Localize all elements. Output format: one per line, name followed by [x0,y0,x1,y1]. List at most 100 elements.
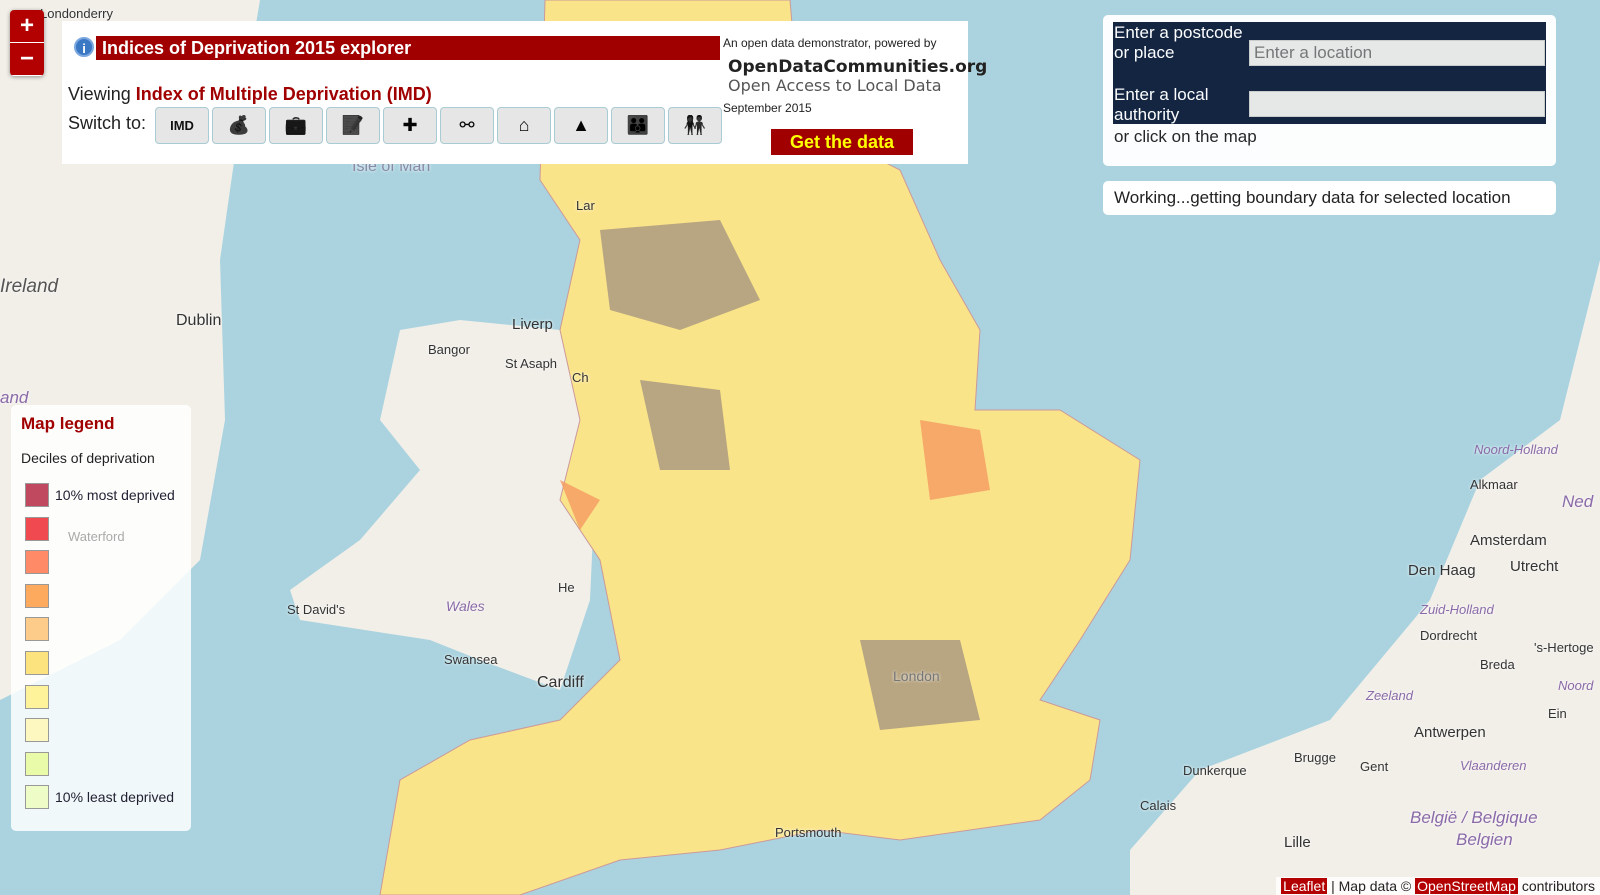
map-label: Gent [1360,759,1389,774]
briefcase-icon: 💼 [284,115,308,135]
legend-title: Map legend [21,414,115,433]
map-label: Noord-Holland [1474,442,1558,457]
leaflet-link[interactable]: Leaflet [1281,878,1328,894]
cross-icon: ✚ [402,115,418,135]
legend-swatch [25,550,49,575]
map-label: Bangor [428,342,470,357]
legend-label: 10% most deprived [55,487,175,503]
tree-icon: ▲ [572,115,590,135]
map-label: België / Belgique [1410,808,1538,827]
map-label: Cardiff [537,674,584,691]
legend-item: 10% most deprived [25,483,175,507]
get-data-button[interactable]: Get the data [771,129,913,155]
map-label: St Asaph [505,356,558,371]
older-people-icon: 👫 [683,115,707,135]
map-label: Londonderry [40,6,113,21]
switch-housing-button[interactable]: ⌂ [497,107,551,144]
legend-item [25,516,55,541]
local-authority-input[interactable] [1249,91,1545,117]
postcode-input[interactable] [1249,40,1545,66]
house-icon: ⌂ [518,115,530,135]
zoom-control: + − [10,10,44,76]
status-message: Working...getting boundary data for sele… [1103,181,1556,215]
switch-imd-button[interactable]: IMD [155,107,209,144]
map-label: and [0,388,29,407]
map-label: Swansea [444,652,498,667]
odc-tagline: Open Access to Local Data [728,76,942,95]
osm-link[interactable]: OpenStreetMap [1415,878,1518,894]
switch-health-button[interactable]: ✚ [383,107,437,144]
map-label: Lar [576,198,595,213]
legend-swatch [25,483,49,507]
deprived-urban-areas [600,220,980,730]
attribution: Leaflet | Map data © OpenStreetMap contr… [1276,877,1600,895]
map-label: Lille [1284,834,1311,851]
map-label: Liverp [512,316,553,333]
legend-item [25,583,55,608]
switch-label: Switch to: [68,113,147,133]
map-label: 's-Hertoge [1534,640,1594,655]
domain-switcher: IMD 💰 💼 📝 ✚ ⚯ ⌂ ▲ 👪 👫 [155,107,722,144]
map-label: Portsmouth [775,825,842,840]
switch-education-button[interactable]: 📝 [326,107,380,144]
map-label: Vlaanderen [1460,758,1527,773]
search-form: Enter a postcode or place Enter a local … [1113,22,1546,124]
powered-by: An open data demonstrator, powered by [723,36,937,50]
page-title: Indices of Deprivation 2015 explorer [96,36,720,60]
viewing-text: Viewing Index of Multiple Deprivation (I… [68,84,432,105]
deprived-coastal-areas [560,420,990,530]
notebook-pencil-icon: 📝 [341,115,365,135]
switch-employment-button[interactable]: 💼 [269,107,323,144]
local-authority-label: Enter a local authority [1114,85,1209,124]
map-label: Zeeland [1366,688,1413,703]
map-label: He [558,580,575,595]
map-label: Amsterdam [1470,532,1547,549]
date: September 2015 [723,101,812,115]
switch-children-button[interactable]: 👪 [611,107,665,144]
search-panel: Enter a postcode or place Enter a local … [1103,15,1556,166]
map-label: Alkmaar [1470,477,1518,492]
money-bag-icon: 💰 [227,115,251,135]
zoom-out-button[interactable]: − [10,43,44,76]
map-label: Wales [446,598,485,614]
map-label: Antwerpen [1414,724,1486,741]
map-label: Breda [1480,657,1515,672]
map-label: Utrecht [1510,558,1559,575]
info-icon[interactable]: i [74,37,94,57]
viewing-prefix: Viewing [68,84,131,104]
switch-environment-button[interactable]: ▲ [554,107,608,144]
map-label: London [893,668,940,684]
legend-item [25,718,55,743]
family-icon: 👪 [626,115,650,135]
map-label: Den Haag [1408,562,1476,579]
legend-swatch [25,718,49,743]
zoom-in-button[interactable]: + [10,10,44,43]
map-label: Noord [1558,678,1594,693]
map-label: St David's [287,602,346,617]
legend-item [25,651,55,675]
map-label: Zuid-Holland [1420,602,1494,617]
map-label: Calais [1140,798,1177,813]
legend-swatch [25,751,49,776]
map-label: Ireland [0,276,59,297]
click-map-hint: or click on the map [1114,127,1257,146]
attribution-contributors: contributors [1521,878,1595,894]
attribution-text: | Map data © [1331,878,1412,894]
legend-item [25,617,55,642]
legend-label: 10% least deprived [55,789,175,806]
legend-swatch [25,785,49,810]
map-label: Ch [572,370,589,385]
legend-item [25,550,55,575]
header-panel: i Indices of Deprivation 2015 explorer V… [62,21,987,164]
switch-crime-button[interactable]: ⚯ [440,107,494,144]
legend-swatch [25,516,49,541]
switch-older-people-button[interactable]: 👫 [668,107,722,144]
handcuffs-icon: ⚯ [459,115,475,135]
odc-logo[interactable]: OpenDataCommunities.org [728,57,988,77]
switch-income-button[interactable]: 💰 [212,107,266,144]
map-label: Dunkerque [1183,763,1247,778]
map-label: Ned [1562,492,1594,511]
wales-land [290,320,600,690]
continent-land [1130,260,1600,895]
map-label: Waterford [68,529,125,544]
